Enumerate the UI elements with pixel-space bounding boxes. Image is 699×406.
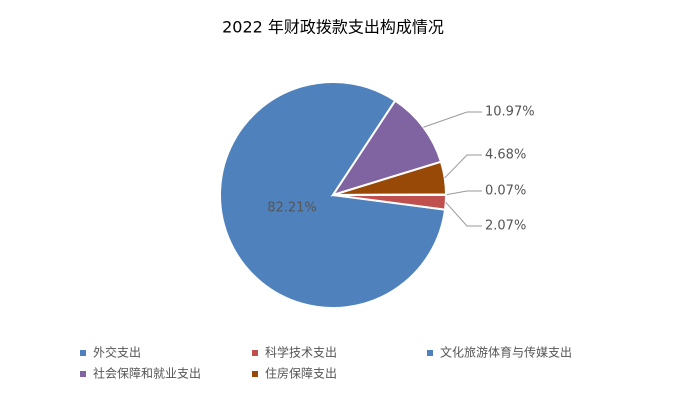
legend-label: 科学技术支出 [265,345,337,360]
data-label: 10.97% [485,105,535,120]
leader-line [445,190,482,196]
legend-marker [80,371,86,377]
data-label: 0.07% [485,184,526,199]
chart-title: 2022 年财政拨款支出构成情况 [222,18,444,37]
data-label: 82.21% [267,201,317,216]
leader-line [423,111,482,128]
legend-marker [80,350,86,356]
pie-slice [330,99,443,197]
legend-marker [427,350,433,356]
data-label: 4.68% [485,148,526,163]
legend-marker [252,371,258,377]
legend-label: 社会保障和就业支出 [93,366,201,381]
data-label: 2.07% [485,219,526,234]
legend-marker [252,350,258,356]
legend-label: 外交支出 [93,345,141,360]
legend-label: 住房保障支出 [265,366,337,381]
leader-line [445,202,482,227]
leader-line [444,154,482,179]
legend-label: 文化旅游体育与传媒支出 [440,345,572,360]
